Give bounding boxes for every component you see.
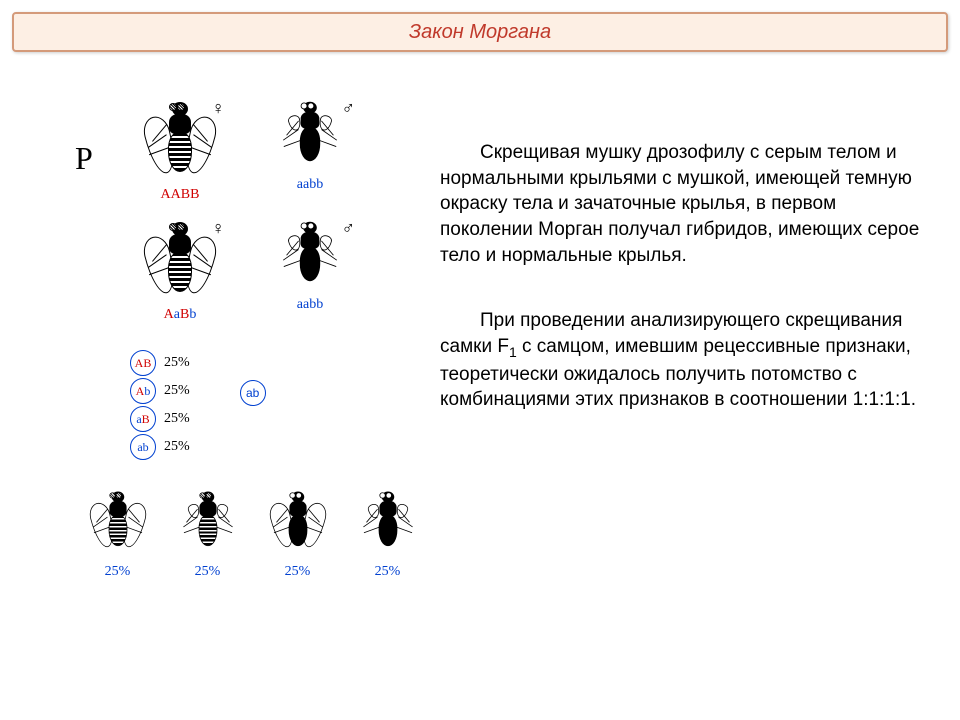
fly-dark-normal-icon — [270, 490, 325, 546]
gamete-row: Ab 25% — [130, 378, 190, 404]
paragraph-1: Скрещивая мушку дрозофилу с серым телом … — [440, 140, 920, 268]
male-symbol: ♂ — [342, 218, 356, 239]
male-gamete: ab — [240, 380, 266, 460]
offspring-pct: 25% — [75, 564, 160, 580]
parent-female-cell: ♀ AABB — [130, 100, 230, 203]
parent-male-genotype: aabb — [260, 177, 360, 193]
offspring-cell: 25% — [345, 490, 430, 580]
parent-label: P — [75, 140, 93, 177]
text-column: Скрещивая мушку дрозофилу с серым телом … — [430, 90, 960, 720]
gametes-section: AB 25% Ab 25% aB 25% ab 25% ab — [130, 350, 266, 460]
fly-grey-vestigial-icon — [180, 490, 235, 546]
offspring-pct: 25% — [255, 564, 340, 580]
f1-male-genotype: aabb — [260, 297, 360, 313]
gamete-row: ab 25% — [130, 434, 190, 460]
content-area: P ♀ AABB ♂ — [0, 90, 960, 720]
title-bar: Закон Моргана — [12, 12, 948, 52]
offspring-pct: 25% — [345, 564, 430, 580]
offspring-cell: 25% — [255, 490, 340, 580]
offspring-pct: 25% — [165, 564, 250, 580]
f1-male-cell: ♂ aabb — [260, 220, 360, 323]
page-title: Закон Моргана — [409, 21, 551, 44]
parent-female-genotype: AABB — [130, 187, 230, 203]
offspring-row: 25% 25% 25 — [75, 490, 430, 580]
male-symbol: ♂ — [342, 98, 356, 119]
gamete-row: AB 25% — [130, 350, 190, 376]
parent-male-cell: ♂ aabb — [260, 100, 360, 203]
fly-dark-vestigial-icon — [360, 490, 415, 546]
fly-dark-vestigial-icon — [280, 100, 340, 164]
offspring-cell: 25% — [165, 490, 250, 580]
f1-female-genotype: AaBb — [130, 307, 230, 323]
parent-row: ♀ AABB ♂ aabb — [130, 100, 360, 203]
genetics-diagram: P ♀ AABB ♂ — [0, 90, 430, 720]
f1-female-cell: ♀ AaBb — [130, 220, 230, 323]
fly-grey-normal-icon — [145, 220, 215, 305]
fly-grey-normal-icon — [90, 490, 145, 546]
paragraph-2: При проведении анализирующего скрещивани… — [440, 308, 920, 413]
offspring-cell: 25% — [75, 490, 160, 580]
f1-cross-row: ♀ AaBb ♂ — [130, 220, 360, 323]
gamete-row: aB 25% — [130, 406, 190, 432]
female-gametes: AB 25% Ab 25% aB 25% ab 25% — [130, 350, 190, 460]
fly-dark-vestigial-icon — [280, 220, 340, 284]
fly-grey-normal-icon — [145, 100, 215, 185]
